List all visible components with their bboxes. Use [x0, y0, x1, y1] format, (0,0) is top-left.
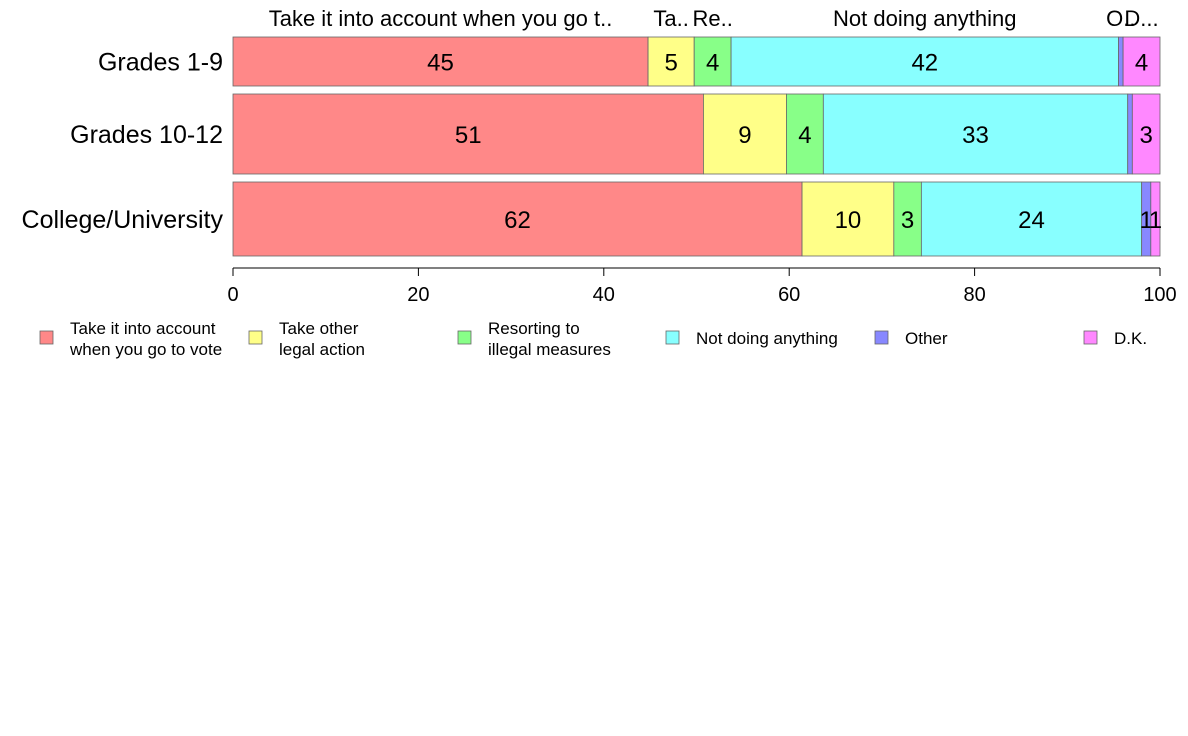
series-top-labels: Take it into account when you go t.. Ta..… — [269, 6, 1159, 31]
category-label: Grades 10-12 — [70, 121, 223, 149]
data-label: 4 — [1135, 50, 1148, 77]
legend-label: Take other legal action — [279, 319, 365, 359]
data-label: 42 — [911, 50, 938, 77]
data-label: 33 — [962, 122, 989, 149]
data-label: 1 — [1149, 207, 1162, 234]
bar-segment — [893, 181, 922, 257]
bar-segment — [1127, 93, 1133, 175]
data-label: 10 — [835, 207, 862, 234]
legend: Take it into account when you go to vote T… — [39, 319, 1147, 359]
data-label: 24 — [1018, 207, 1045, 234]
x-tick-label: 20 — [407, 284, 429, 306]
x-axis: 0 20 40 60 80 100 — [227, 267, 1177, 306]
bar-segment — [1122, 36, 1161, 87]
bar-segment — [1118, 36, 1124, 87]
data-label: 3 — [1139, 122, 1152, 149]
legend-swatch — [665, 330, 680, 345]
category-label: College/University — [22, 206, 224, 234]
data-label: 62 — [504, 207, 531, 234]
bar-segment — [232, 36, 649, 87]
data-label: 3 — [901, 207, 914, 234]
series-top-label: Not doing anything — [833, 6, 1016, 31]
bar-segment — [822, 93, 1129, 175]
legend-swatch — [39, 330, 54, 345]
data-label: 1 — [1140, 207, 1153, 234]
x-tick-label: 40 — [593, 284, 615, 306]
series-top-label: Take it into account when you go t.. — [269, 6, 613, 31]
data-label: 4 — [706, 50, 719, 77]
bar-segment — [1150, 181, 1161, 257]
series-top-label: O.. — [1106, 6, 1135, 31]
bar-segment — [703, 93, 787, 175]
series-top-label: Ta.. — [653, 6, 688, 31]
data-label: 4 — [798, 122, 811, 149]
data-label: 9 — [738, 122, 751, 149]
x-tick-label: 80 — [963, 284, 985, 306]
data-label: 51 — [455, 122, 482, 149]
legend-swatch — [1083, 330, 1098, 345]
bar-segment — [730, 36, 1119, 87]
x-tick-label: 100 — [1143, 284, 1176, 306]
series-top-label: D... — [1124, 6, 1158, 31]
bar-segment — [786, 93, 824, 175]
legend-label: Resorting to illegal measures — [488, 319, 611, 359]
legend-label: Other — [905, 329, 948, 348]
bar-segment — [232, 93, 704, 175]
data-label: 5 — [664, 50, 677, 77]
bar-segment — [920, 181, 1143, 257]
legend-swatch — [248, 330, 263, 345]
bars-layer: 45 5 4 42 451 9 4 33 362 10 3 24 11 — [232, 36, 1162, 257]
data-label: 45 — [427, 50, 454, 77]
bar-segment — [1131, 93, 1161, 175]
legend-label: Not doing anything — [696, 329, 838, 348]
legend-swatch — [457, 330, 472, 345]
series-top-label: Re.. — [692, 6, 732, 31]
legend-swatch — [874, 330, 889, 345]
bar-segment — [801, 181, 895, 257]
x-tick-label: 0 — [227, 284, 238, 306]
x-tick-label: 60 — [778, 284, 800, 306]
category-label: Grades 1-9 — [98, 49, 223, 77]
bar-segment — [647, 36, 695, 87]
legend-label: D.K. — [1114, 329, 1147, 348]
legend-label: Take it into account when you go to vote — [69, 319, 222, 359]
category-labels: Grades 1-9 Grades 10-12 College/University — [22, 49, 224, 235]
bar-segment — [693, 36, 732, 87]
